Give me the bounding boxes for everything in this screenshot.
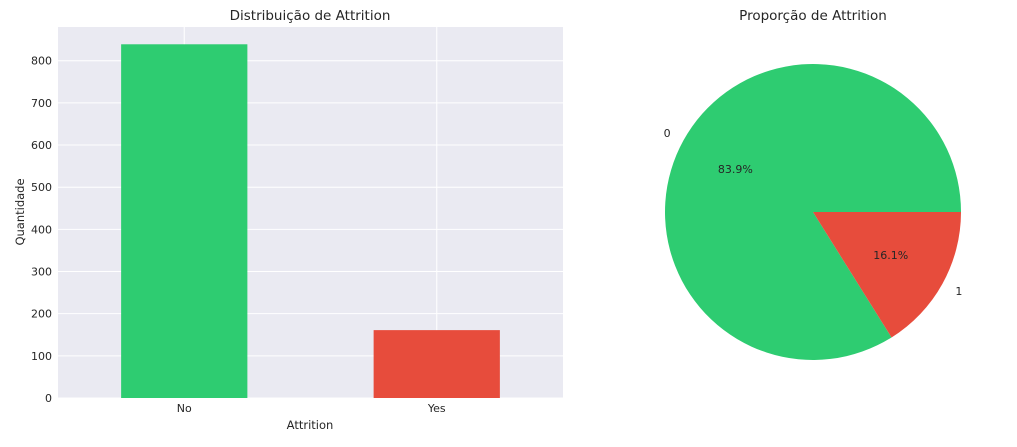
bar-y-tick-label: 600	[31, 139, 52, 152]
bar-x-tick-label: Yes	[427, 402, 446, 415]
pie-category-label: 1	[955, 285, 962, 298]
bar-x-axis-label: Attrition	[287, 418, 334, 432]
bar-y-tick-label: 0	[45, 392, 52, 405]
bar-y-tick-label: 700	[31, 97, 52, 110]
bar-y-tick-label: 100	[31, 350, 52, 363]
pie-category-label: 0	[664, 127, 671, 140]
pie-slice-1	[813, 212, 961, 338]
bar-marks	[121, 44, 500, 399]
bar-y-tick-label: 500	[31, 181, 52, 194]
bar-chart: Distribuição de Attrition 0 100 200 300 400 5…	[13, 8, 563, 432]
bar-chart-title: Distribuição de Attrition	[230, 8, 391, 24]
bar-y-tick-label: 300	[31, 266, 52, 279]
bar-no	[121, 44, 248, 399]
bar-y-axis-label: Quantidade	[13, 178, 27, 245]
bar-y-ticks: 0 100 200 300 400 500 600 700 800	[31, 55, 52, 405]
pie-slices	[665, 64, 961, 360]
bar-x-tick-label: No	[177, 402, 192, 415]
pie-chart-title: Proporção de Attrition	[739, 8, 887, 24]
bar-y-tick-label: 400	[31, 223, 52, 236]
pie-labels: 83.9% 0 16.1% 1	[664, 127, 963, 298]
bar-y-tick-label: 200	[31, 308, 52, 321]
pie-pct-label: 16.1%	[873, 249, 908, 262]
bar-yes	[373, 330, 500, 398]
bar-y-tick-label: 800	[31, 55, 52, 68]
bar-x-ticks: No Yes	[177, 402, 446, 415]
pie-chart: Proporção de Attrition 83.9% 0 16.1% 1	[664, 8, 963, 360]
pie-pct-label: 83.9%	[718, 163, 753, 176]
